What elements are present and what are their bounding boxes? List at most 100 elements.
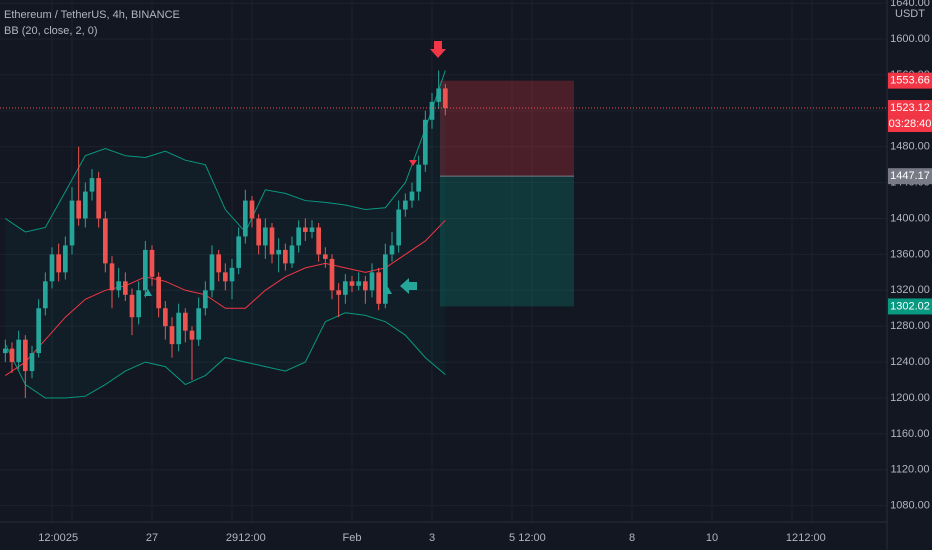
candle-body bbox=[242, 200, 248, 237]
candle-body bbox=[229, 267, 235, 282]
axes: 1080.00 1120.00 1160.00 1200.00 1240.00 1280.… bbox=[38, 0, 932, 544]
candle-body bbox=[156, 276, 162, 309]
candle-body bbox=[202, 290, 208, 309]
candle-body bbox=[316, 227, 322, 255]
x-tick-label: 12:00 bbox=[798, 532, 826, 544]
candle-body bbox=[276, 249, 282, 255]
x-tick-label: 29 bbox=[226, 532, 238, 544]
candle-body bbox=[189, 330, 195, 340]
last-price-tag-bg bbox=[888, 100, 932, 117]
candle-body bbox=[22, 339, 28, 372]
candle-body bbox=[36, 308, 42, 354]
y-tick-label: 1400.00 bbox=[890, 212, 930, 224]
sell-arrow bbox=[430, 41, 446, 58]
last-price-tag: 1523.12 bbox=[890, 102, 930, 114]
candle-body bbox=[356, 281, 362, 286]
candle-body bbox=[336, 290, 342, 295]
y-tick-label: 1280.00 bbox=[890, 320, 930, 332]
candle-body bbox=[376, 272, 382, 304]
candle-body bbox=[89, 178, 95, 192]
x-tick-label: 12:00 bbox=[38, 532, 66, 544]
candle-body bbox=[176, 312, 182, 345]
x-tick-label: 12:00 bbox=[518, 532, 546, 544]
indicator-label: BB (20, close, 2, 0) bbox=[4, 25, 98, 37]
candle-body bbox=[329, 258, 335, 291]
candle-body bbox=[442, 88, 448, 109]
candle-body bbox=[109, 263, 115, 291]
candle-body bbox=[289, 245, 295, 264]
candle-body bbox=[96, 178, 102, 219]
candle-body bbox=[62, 245, 68, 273]
candle-body bbox=[396, 209, 402, 246]
candle-body bbox=[49, 254, 55, 282]
candle-body bbox=[222, 272, 228, 282]
countdown-bg bbox=[888, 116, 932, 133]
candle-body bbox=[362, 281, 368, 291]
y-tick-label: 1160.00 bbox=[891, 428, 930, 440]
candle-body bbox=[69, 200, 75, 246]
y-tick-label: 1120.00 bbox=[891, 464, 930, 476]
entry-price-tag-bg bbox=[888, 168, 932, 185]
buy-arrow bbox=[400, 278, 417, 294]
target-price-tag-bg bbox=[888, 298, 932, 315]
candle-body bbox=[76, 200, 82, 219]
candle-body bbox=[416, 164, 422, 192]
candle-body bbox=[136, 290, 142, 318]
candle-body bbox=[322, 254, 328, 259]
candle-body bbox=[282, 249, 288, 264]
candle-body bbox=[182, 312, 188, 331]
candle-body bbox=[29, 353, 35, 372]
x-tick-label: 8 bbox=[629, 532, 635, 544]
candle-body bbox=[169, 326, 175, 345]
candle-body bbox=[256, 218, 262, 246]
entry-price-tag: 1447.17 bbox=[890, 170, 930, 182]
x-tick-label: 12:00 bbox=[238, 532, 266, 544]
candle-body bbox=[389, 245, 395, 255]
y-tick-label: 1480.00 bbox=[890, 141, 930, 153]
sell-marker bbox=[409, 160, 417, 166]
y-tick-label: 1080.00 bbox=[890, 500, 930, 512]
plot bbox=[0, 70, 887, 399]
y-unit: USDT bbox=[895, 8, 925, 20]
candle-body bbox=[409, 191, 415, 201]
stop-price-tag-bg bbox=[888, 72, 932, 89]
x-tick-label: 5 bbox=[509, 532, 515, 544]
y-tick-label: 1320.00 bbox=[890, 284, 930, 296]
candle-body bbox=[209, 254, 215, 291]
candle-body bbox=[142, 249, 148, 291]
buy-marker bbox=[384, 287, 392, 294]
countdown: 03:28:40 bbox=[889, 118, 932, 130]
candle-body bbox=[116, 281, 122, 291]
candle-body bbox=[402, 200, 408, 210]
candle-body bbox=[429, 101, 435, 120]
grid bbox=[0, 0, 887, 522]
target-zone bbox=[440, 176, 574, 307]
candle-body bbox=[56, 254, 62, 273]
candle-body bbox=[369, 272, 375, 291]
target-price-tag: 1302.02 bbox=[890, 300, 930, 312]
candle-body bbox=[296, 227, 302, 246]
candle-body bbox=[196, 308, 202, 340]
candle-body bbox=[42, 281, 48, 309]
x-tick-label: Feb bbox=[343, 532, 362, 544]
candle-body bbox=[129, 294, 135, 318]
x-tick-label: 10 bbox=[706, 532, 718, 544]
candle-body bbox=[342, 281, 348, 295]
candle-body bbox=[382, 254, 388, 304]
stop-price-tag: 1553.66 bbox=[890, 75, 930, 87]
candle-body bbox=[309, 227, 315, 232]
x-tick-label: 3 bbox=[429, 532, 435, 544]
candle-body bbox=[2, 348, 8, 354]
stop-zone bbox=[440, 80, 574, 177]
y-tick-label: 1240.00 bbox=[890, 356, 930, 368]
candle-body bbox=[216, 254, 222, 273]
candle-body bbox=[82, 191, 88, 219]
y-tick-label: 1640.00 bbox=[890, 0, 930, 9]
y-tick-label: 1200.00 bbox=[890, 392, 930, 404]
y-tick-label: 1600.00 bbox=[890, 33, 930, 45]
candle-body bbox=[162, 308, 168, 327]
x-tick-label: 27 bbox=[146, 532, 158, 544]
y-tick-label: 1360.00 bbox=[890, 248, 930, 260]
candle-body bbox=[262, 227, 268, 246]
